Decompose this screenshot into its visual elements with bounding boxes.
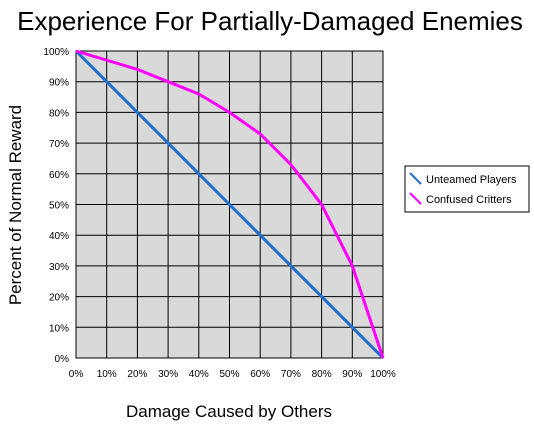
y-tick-label: 80%: [49, 108, 69, 119]
y-tick-label: 90%: [49, 78, 69, 89]
chart-title: Experience For Partially-Damaged Enemies: [17, 6, 523, 36]
y-tick-label: 0%: [55, 354, 70, 365]
x-tick-label: 0%: [69, 369, 84, 380]
x-tick-label: 100%: [370, 369, 396, 380]
legend-label-unteamed-players: Unteamed Players: [426, 174, 517, 186]
y-tick-label: 40%: [49, 231, 69, 242]
x-tick-label: 40%: [189, 369, 209, 380]
x-tick-label: 50%: [219, 369, 239, 380]
y-tick-label: 70%: [49, 139, 69, 150]
x-tick-label: 80%: [312, 369, 332, 380]
x-tick-label: 20%: [127, 369, 147, 380]
y-axis-title: Percent of Normal Reward: [6, 105, 25, 305]
x-tick-label: 70%: [281, 369, 301, 380]
legend: Unteamed Players Confused Critters: [404, 165, 530, 213]
x-tick-labels: 0% 10% 20% 30% 40% 50% 60% 70% 80% 90% 100%: [69, 369, 396, 380]
series-line-unteamed-players: [74, 49, 385, 360]
legend-label-confused-critters: Confused Critters: [426, 194, 512, 206]
y-tick-label: 100%: [43, 47, 69, 58]
y-tick-label: 20%: [49, 293, 69, 304]
legend-swatch-unteamed-players: [409, 172, 422, 185]
y-tick-label: 50%: [49, 201, 69, 212]
x-tick-label: 10%: [97, 369, 117, 380]
series-lines: [74, 49, 385, 360]
series-line-confused-critters: [75, 49, 385, 359]
x-tick-label: 60%: [250, 369, 270, 380]
x-tick-label: 90%: [342, 369, 362, 380]
x-tick-label: 30%: [158, 369, 178, 380]
y-tick-labels: 0% 10% 20% 30% 40% 50% 60% 70% 80% 90% 100%: [43, 47, 69, 365]
grid-lines: [75, 50, 384, 359]
legend-swatch-confused-critters: [409, 192, 422, 205]
y-tick-label: 10%: [49, 323, 69, 334]
y-tick-label: 30%: [49, 262, 69, 273]
x-axis-title: Damage Caused by Others: [126, 402, 332, 421]
legend-box: [404, 165, 530, 213]
y-tick-label: 60%: [49, 170, 69, 181]
